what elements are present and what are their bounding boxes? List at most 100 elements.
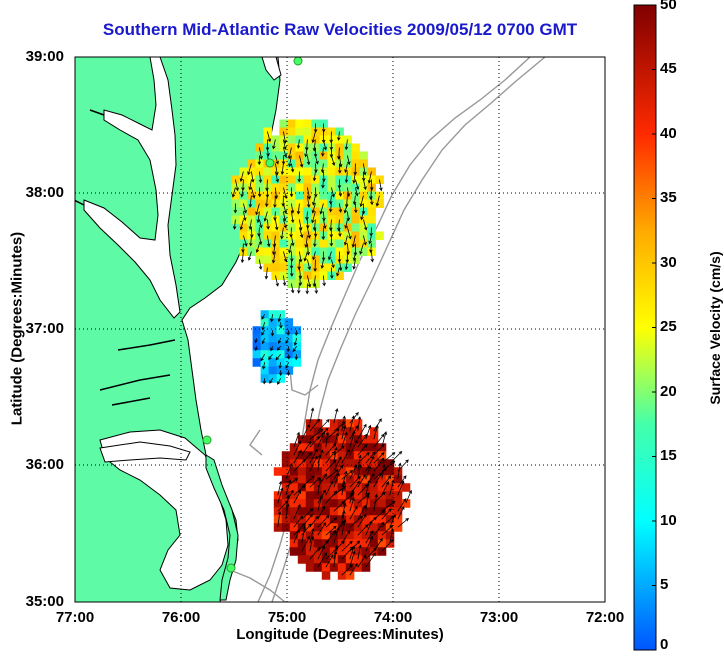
velocity-arrow: [270, 330, 275, 337]
velocity-cell: [377, 475, 387, 484]
velocity-cell: [271, 175, 280, 184]
velocity-arrow: [381, 452, 396, 464]
velocity-cell: [377, 499, 387, 508]
velocity-arrow: [381, 481, 389, 496]
velocity-arrow: [261, 330, 265, 336]
velocity-cell: [281, 491, 291, 500]
velocity-cell: [385, 499, 395, 508]
velocity-cell: [345, 571, 355, 580]
velocity-arrow: [313, 235, 317, 248]
velocity-arrow: [257, 155, 262, 166]
velocity-arrow: [325, 517, 338, 528]
velocity-cell: [297, 555, 307, 564]
velocity-arrow: [349, 488, 355, 504]
velocity-arrow: [325, 525, 337, 536]
velocity-arrow: [270, 346, 274, 352]
velocity-cell: [375, 231, 384, 240]
velocity-cell: [393, 483, 403, 492]
velocity-arrow: [365, 530, 374, 544]
velocity-cell: [305, 443, 315, 452]
velocity-cell: [353, 475, 363, 484]
velocity-arrow: [346, 187, 351, 198]
velocity-arrow: [285, 479, 292, 496]
velocity-cell: [393, 491, 403, 500]
velocity-cell: [361, 475, 371, 484]
velocity-cell: [329, 443, 339, 452]
velocity-arrow: [373, 452, 385, 464]
velocity-cell: [353, 563, 363, 572]
velocity-arrow: [298, 251, 303, 263]
velocity-arrow: [343, 235, 348, 246]
velocity-arrow: [314, 187, 318, 198]
velocity-cell: [289, 547, 299, 556]
velocity-arrow: [256, 211, 261, 224]
velocity-arrow: [283, 131, 287, 144]
velocity-arrow: [282, 211, 287, 222]
velocity-arrow: [341, 518, 347, 536]
velocity-arrow: [363, 163, 367, 176]
velocity-arrow: [333, 464, 344, 480]
velocity-arrow: [313, 123, 318, 133]
velocity-cell: [337, 467, 347, 476]
velocity-cell: [361, 435, 371, 444]
velocity-cell: [313, 443, 323, 452]
velocity-cell: [297, 539, 307, 548]
velocity-arrow: [277, 378, 281, 385]
velocity-arrow: [248, 179, 252, 191]
velocity-cell: [297, 435, 307, 444]
velocity-arrow: [320, 163, 325, 174]
velocity-cell: [385, 483, 395, 492]
velocity-arrow: [325, 431, 330, 448]
velocity-cell: [297, 499, 307, 508]
velocity-cell: [289, 451, 299, 460]
velocity-cell: [321, 499, 331, 508]
velocity-cell: [305, 563, 315, 572]
velocity-arrow: [369, 243, 373, 254]
velocity-cell: [273, 499, 283, 508]
velocity-arrow: [303, 251, 308, 262]
velocity-arrow: [283, 139, 287, 150]
velocity-cell: [287, 175, 296, 184]
velocity-arrow: [283, 203, 288, 214]
velocity-arrow: [268, 354, 273, 360]
velocity-cell: [369, 523, 379, 532]
velocity-arrow: [306, 243, 311, 256]
radar-site-marker: [226, 563, 236, 573]
velocity-cell: [321, 427, 331, 436]
delaware-bay: [261, 57, 282, 81]
grid-lines: [75, 57, 605, 602]
velocity-cell: [303, 119, 312, 128]
velocity-cell: [297, 475, 307, 484]
velocity-arrow: [365, 520, 373, 536]
velocity-arrow: [262, 378, 267, 385]
velocity-arrow: [321, 251, 326, 262]
velocity-cell: [337, 459, 347, 468]
velocity-arrow: [311, 203, 316, 214]
velocity-cell: [263, 239, 272, 248]
velocity-cell: [289, 459, 299, 468]
colorbar-tick-label: 50: [660, 0, 677, 13]
velocity-cell: [353, 483, 363, 492]
velocity-cell: [305, 451, 315, 460]
velocity-cell: [305, 427, 315, 436]
velocity-cell: [393, 467, 403, 476]
velocity-arrow: [258, 171, 263, 184]
velocity-cell: [401, 499, 411, 508]
velocity-cell: [335, 191, 344, 200]
velocity-arrow: [282, 275, 287, 287]
velocity-arrow: [333, 472, 340, 488]
velocity-cell: [295, 119, 304, 128]
velocity-arrow: [352, 195, 357, 206]
velocity-arrow: [331, 155, 336, 166]
velocity-cell: [305, 491, 315, 500]
x-tick-label: 74:00: [373, 609, 413, 626]
velocity-arrow: [359, 243, 364, 255]
velocity-arrow: [239, 171, 244, 182]
velocity-cell: [353, 427, 363, 436]
velocity-arrow: [355, 187, 359, 197]
velocity-cell: [305, 531, 315, 540]
velocity-arrow: [331, 187, 335, 198]
velocity-arrow: [266, 235, 271, 248]
velocity-cell: [295, 127, 304, 136]
velocity-arrow: [352, 251, 357, 262]
